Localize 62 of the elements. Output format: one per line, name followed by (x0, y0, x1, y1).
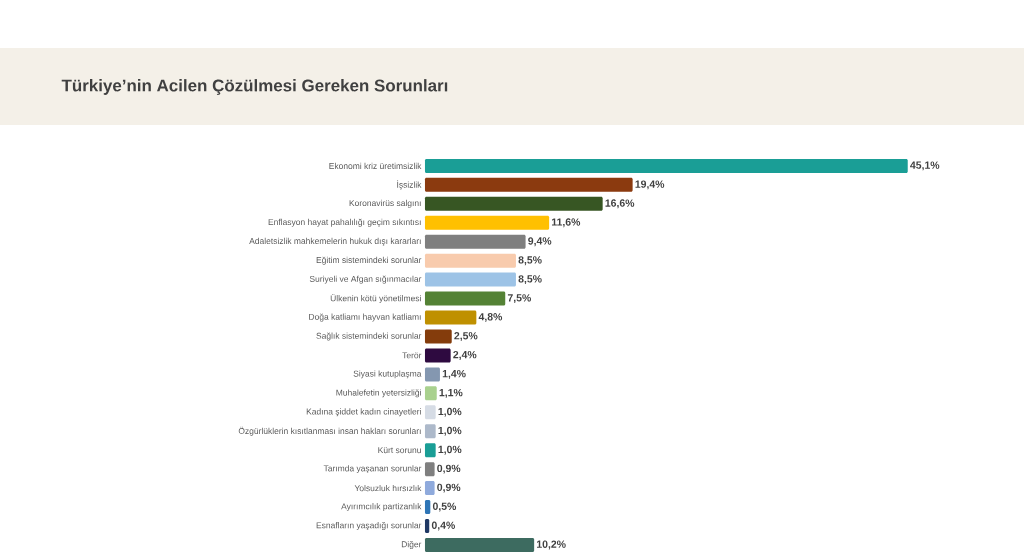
y-tick-label: Kadına şiddet kadın cinayetleri (306, 408, 421, 417)
y-tick-label: Tarımda yaşanan sorunlar (323, 464, 422, 473)
y-tick-label: Kürt sorunu (378, 447, 421, 453)
y-tick-label: Sağlık sistemindeki sorunlar (316, 332, 422, 341)
data-label: 1,4% (442, 369, 466, 379)
data-label: 0,5% (432, 502, 457, 512)
bar (424, 367, 440, 382)
y-tick-label: Terör (402, 352, 422, 359)
y-tick-label: Diğer (401, 540, 422, 549)
y-tick-label: Özgürlüklerin kısıtlanması insan hakları sorunları (238, 426, 421, 436)
bar (424, 196, 603, 211)
y-tick-label: Suriyeli ve Afgan sığınmacılar (309, 275, 422, 284)
bar (424, 272, 516, 287)
data-label: 19,4% (635, 180, 665, 190)
y-tick-label: Adaletsizlik mahkemelerin hukuk dışı kararları (249, 237, 421, 246)
bar (424, 537, 535, 552)
data-label: 1,0% (438, 426, 462, 436)
data-label: 16,6% (605, 199, 635, 209)
y-tick-label: Muhalefetin yetersizliği (336, 389, 421, 398)
bar (424, 424, 436, 439)
data-label: 11,6% (551, 218, 581, 228)
y-tick-label: Koronavirüs salgını (349, 199, 421, 208)
y-tick-label: İşsizlik (397, 180, 422, 190)
bar (424, 348, 451, 363)
data-label: 45,1% (910, 161, 940, 171)
bar (424, 253, 516, 268)
data-label: 0,9% (437, 483, 461, 493)
y-tick-label: Doğa katliamı hayvan katliamı (309, 313, 421, 322)
bar (424, 329, 452, 344)
bar (424, 177, 633, 192)
bar (424, 480, 435, 495)
data-label: 1,0% (438, 445, 462, 455)
y-tick-label: Enflasyon hayat pahalılığı geçim sıkıntısı (268, 218, 421, 227)
data-label: 4,8% (478, 312, 503, 322)
data-label: 2,5% (454, 331, 478, 341)
bar (424, 310, 477, 325)
data-label: 7,5% (507, 293, 531, 303)
bar (424, 461, 435, 476)
y-tick-label: Ülkenin kötü yönetilmesi (330, 293, 421, 303)
y-tick-label: Siyasi kutuplaşma (353, 370, 422, 379)
data-label: 1,0% (438, 407, 462, 417)
bar (424, 234, 526, 249)
y-tick-label: Ekonomi kriz üretimsizlik (329, 162, 422, 169)
bar (424, 291, 506, 306)
bar (424, 386, 437, 401)
data-label: 10,2% (537, 540, 566, 550)
data-label: 1,1% (439, 388, 463, 398)
y-tick-label: Eğitim sistemindeki sorunlar (316, 256, 422, 265)
bar (424, 405, 436, 420)
data-label: 8,5% (518, 256, 542, 265)
bar (424, 215, 550, 230)
data-label: 9,4% (528, 237, 552, 246)
text: Türkiye’nin Acilen Çözülmesi Gereken Sorunları (61, 78, 448, 95)
data-label: 0,4% (431, 521, 455, 531)
y-tick-label: Esnafların yaşadığı sorunlar (316, 521, 422, 530)
y-tick-label: Yolsuzluk hırsızlık (354, 484, 422, 491)
y-tick-label: Ayırımcılık partizanlık (341, 502, 422, 511)
data-label: 2,4% (453, 350, 477, 360)
data-label: 0,9% (437, 464, 461, 474)
data-label: 8,5% (518, 274, 542, 284)
bar (424, 158, 908, 173)
bar (424, 442, 436, 457)
